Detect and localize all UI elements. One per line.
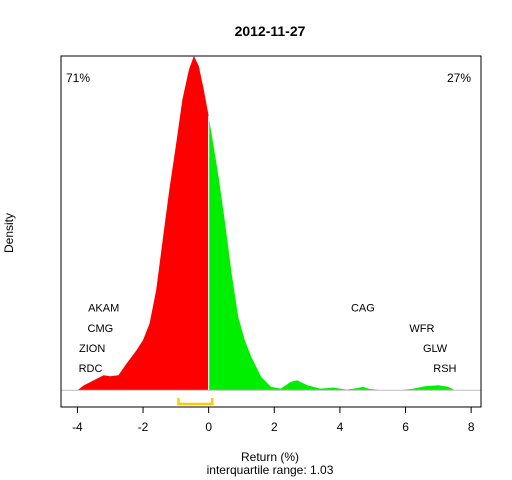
plot-frame <box>60 55 482 408</box>
x-tick-label: 2 <box>271 420 278 434</box>
annotation-rsh: RSH <box>433 363 456 375</box>
y-axis-label: Density <box>2 213 16 253</box>
iqr-bracket <box>177 398 214 406</box>
annotation-zion: ZION <box>79 343 105 355</box>
annotation-akam: AKAM <box>88 303 119 315</box>
positive-share-label: 27% <box>447 71 471 85</box>
positive-density-area <box>208 116 455 391</box>
annotation-cmg: CMG <box>88 323 114 335</box>
iqr-subtitle: interquartile range: 1.03 <box>207 463 334 477</box>
annotation-cag: CAG <box>351 303 375 315</box>
negative-density-area <box>77 56 209 391</box>
x-tick-label: -2 <box>138 420 149 434</box>
annotation-rdc: RDC <box>79 363 103 375</box>
x-tick-label: 8 <box>468 420 475 434</box>
x-tick-label: -4 <box>72 420 83 434</box>
annotation-glw: GLW <box>423 343 448 355</box>
x-tick-label: 4 <box>337 420 344 434</box>
negative-share-label: 71% <box>66 71 90 85</box>
x-tick-label: 0 <box>205 420 212 434</box>
x-axis-label: Return (%) <box>241 450 299 464</box>
annotation-wfr: WFR <box>409 323 434 335</box>
plot-area: AKAM CMG ZION RDC CAG WFR GLW RSH -4 -2 0 2 4 6 8 <box>60 55 482 434</box>
x-tick-label: 6 <box>402 420 409 434</box>
chart-title: 2012-11-27 <box>235 23 306 39</box>
